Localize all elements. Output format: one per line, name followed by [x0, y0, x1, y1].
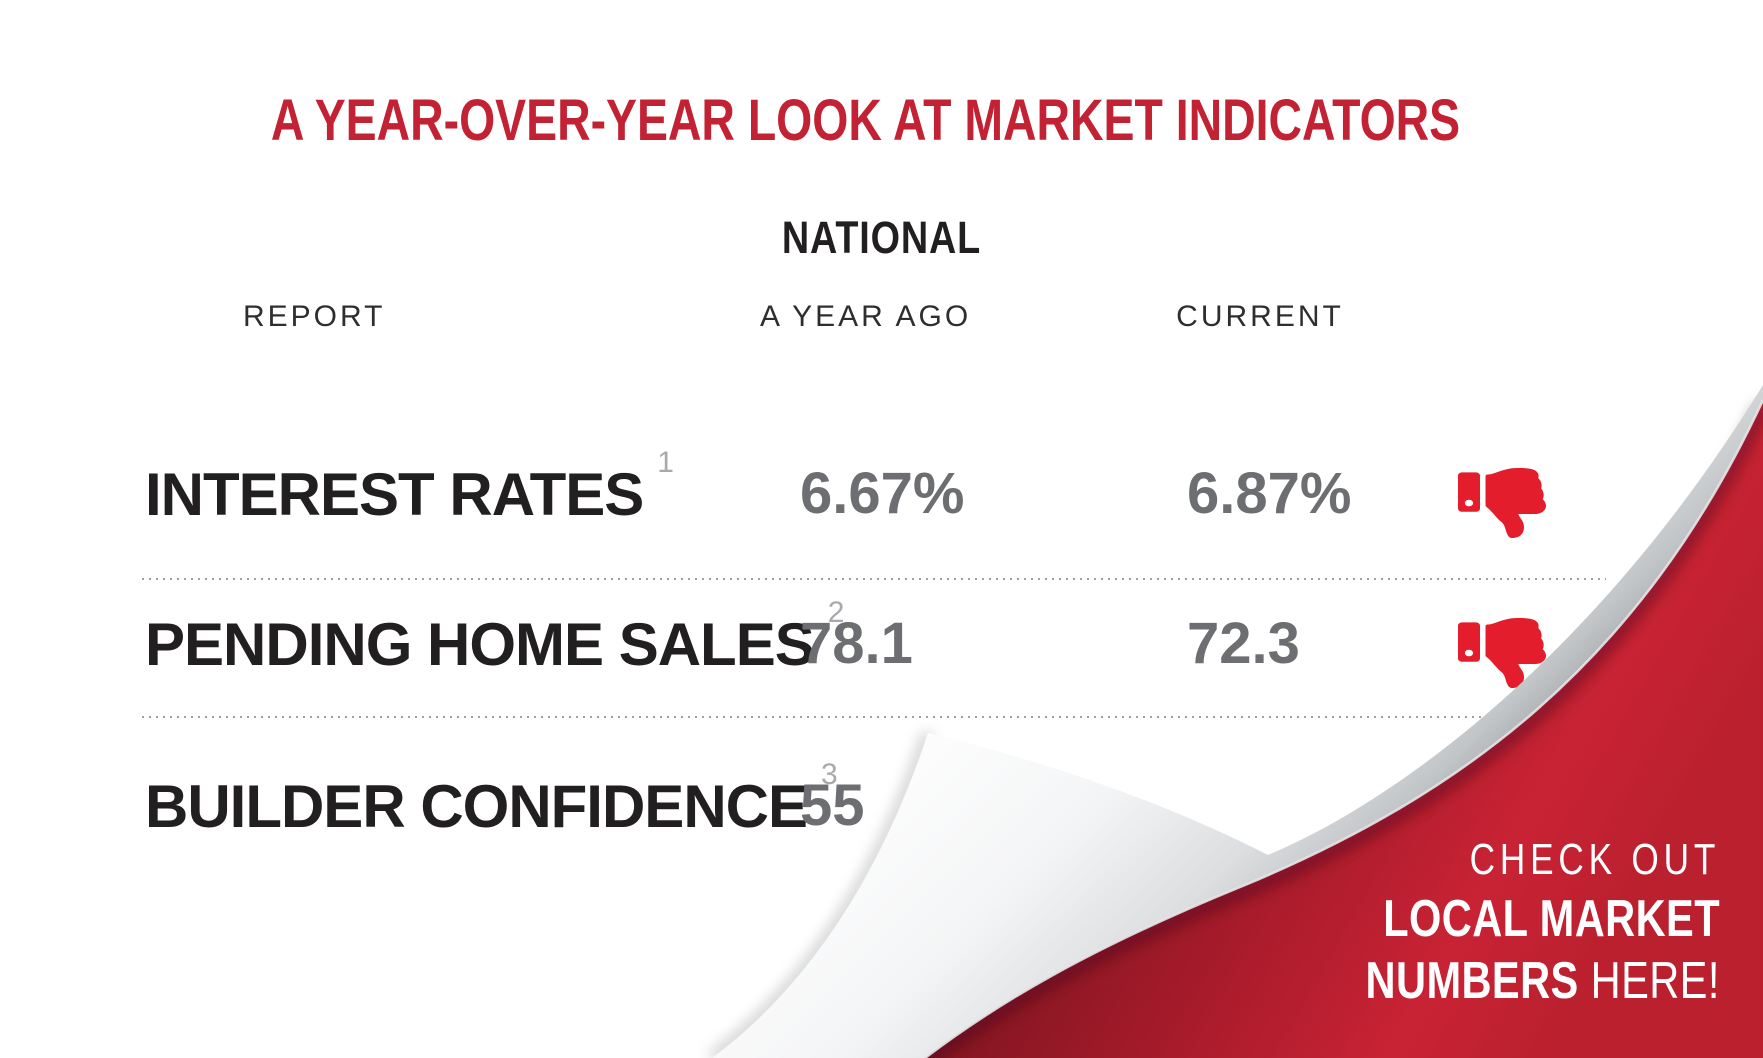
thumbs-down-icon: [1458, 618, 1546, 688]
row-label-pending-home-sales: PENDING HOME SALES 2: [145, 598, 844, 675]
cta-line-3-light: HERE!: [1590, 952, 1720, 1010]
column-header-current: CURRENT: [1176, 300, 1344, 333]
row-label-text: PENDING HOME SALES: [145, 611, 815, 678]
row-separator: [142, 578, 1606, 580]
cta-line-2: LOCAL MARKET: [1383, 890, 1720, 948]
row-label-text: INTEREST RATES: [145, 461, 644, 528]
value-pending-home-sales-year-ago: 78.1: [800, 611, 913, 676]
row-label-interest-rates: INTEREST RATES 1: [145, 448, 674, 525]
cta-line-1: CHECK OUT: [1469, 835, 1720, 884]
row-label-text: BUILDER CONFIDENCE: [145, 773, 808, 840]
column-header-report: REPORT: [243, 300, 386, 333]
page-title: A YEAR-OVER-YEAR LOOK AT MARKET INDICATO…: [270, 88, 1461, 153]
value-interest-rates-current: 6.87%: [1187, 461, 1352, 526]
cta-line-3-bold: NUMBERS: [1365, 952, 1579, 1010]
thumbs-down-icon: [1458, 468, 1546, 538]
value-interest-rates-year-ago: 6.67%: [800, 461, 965, 526]
value-pending-home-sales-current: 72.3: [1187, 611, 1300, 676]
row-label-builder-confidence: BUILDER CONFIDENCE 3: [145, 760, 838, 837]
column-header-year-ago: A YEAR AGO: [760, 300, 972, 333]
row-separator: [142, 716, 1606, 718]
section-heading-national: NATIONAL: [781, 212, 982, 263]
footnote-marker: 1: [657, 446, 674, 479]
value-builder-confidence-year-ago: 55: [800, 773, 865, 838]
cta-line-3: NUMBERS HERE!: [1366, 955, 1720, 1007]
